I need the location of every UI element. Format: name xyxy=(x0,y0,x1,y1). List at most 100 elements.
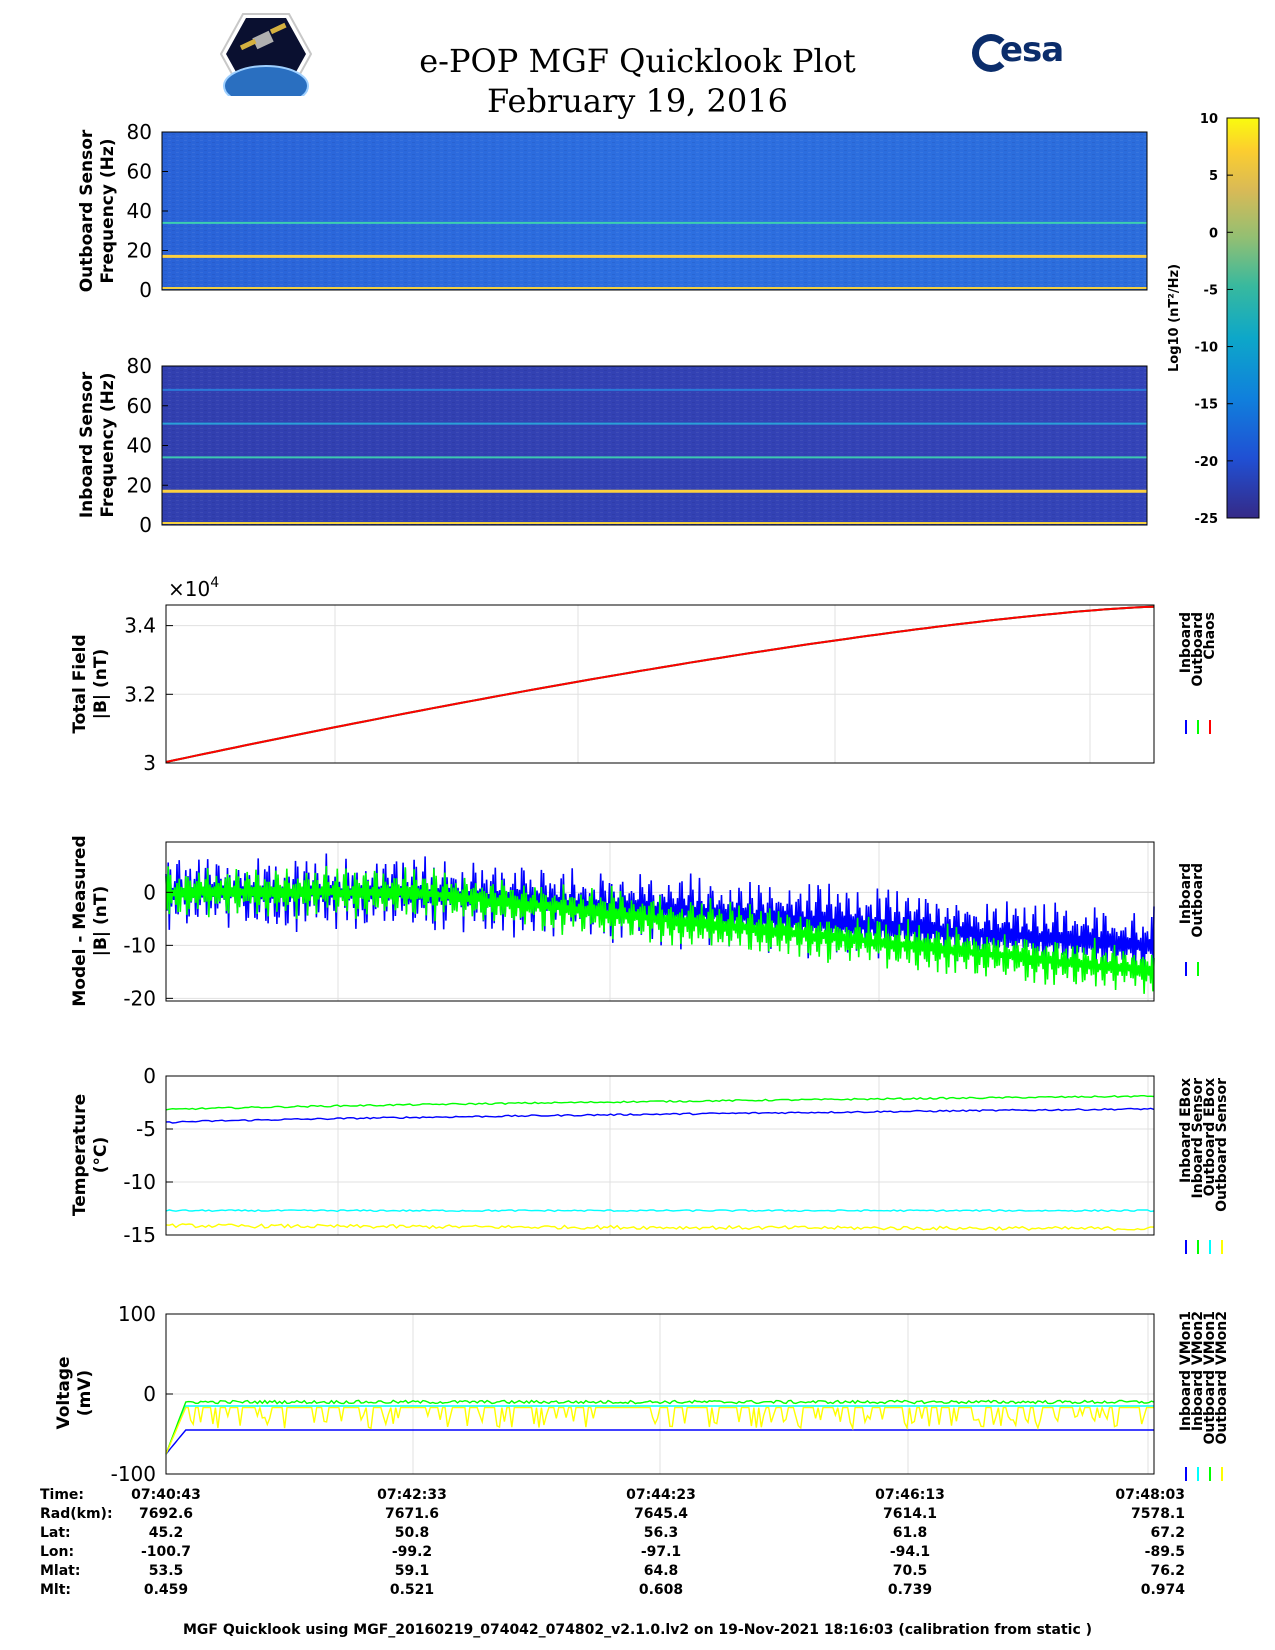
orbit-cell: -100.7 xyxy=(141,1544,191,1560)
series-line-inboard-ebox xyxy=(165,1107,1155,1124)
colorbar-label: Log10 (nT²/Hz) xyxy=(1167,264,1182,372)
colorbar-tick-label: 5 xyxy=(1209,169,1218,184)
colorbar-tick-label: -5 xyxy=(1204,283,1218,298)
colorbar-tick-label: -20 xyxy=(1195,455,1219,470)
legend-label: Chaos xyxy=(1202,612,1218,660)
colorbar-tick-label: 10 xyxy=(1200,112,1218,127)
orbit-cell: -97.1 xyxy=(641,1544,681,1560)
legend-label: Inboard VMon1 xyxy=(1178,1311,1194,1431)
orbit-cell: 70.5 xyxy=(893,1563,928,1579)
outboard-spectrogram-ylabel-1: Outboard Sensor xyxy=(77,129,97,292)
orbit-cell: 07:42:33 xyxy=(377,1487,447,1503)
legend-label: Outboard Sensor xyxy=(1214,1078,1230,1212)
ytick-label: 3.2 xyxy=(124,682,156,706)
colorbar-tick-label: -25 xyxy=(1195,512,1219,527)
legend-label: Inboard EBox xyxy=(1178,1078,1194,1183)
ytick-label: 3 xyxy=(143,751,156,775)
orbit-cell: 64.8 xyxy=(644,1563,679,1579)
model-measured-ylabel-1: Model - Measured xyxy=(70,835,90,1006)
orbit-row-label: Lat: xyxy=(40,1525,71,1541)
ytick-label: 40 xyxy=(127,434,152,458)
colorbar-tick-label: 0 xyxy=(1209,226,1218,241)
ytick-label: -100 xyxy=(111,1462,156,1486)
series-line-outboard-ebox xyxy=(165,1209,1155,1213)
temperature-ylabel-1: Temperature xyxy=(70,1094,90,1216)
orbit-cell: 07:46:13 xyxy=(875,1487,945,1503)
ytick-label: -5 xyxy=(136,1117,156,1141)
ytick-label: 40 xyxy=(127,199,152,223)
orbit-row-label: Lon: xyxy=(40,1544,74,1560)
esa-logo-icon xyxy=(972,34,1010,72)
title-line-2: February 19, 2016 xyxy=(487,82,788,120)
ytick-label: -20 xyxy=(123,986,156,1010)
legend-label: Inboard xyxy=(1178,863,1194,924)
ytick-label: 0 xyxy=(143,1382,156,1406)
orbit-cell: 7692.6 xyxy=(139,1506,193,1522)
voltage-ylabel-1: Voltage xyxy=(54,1356,74,1429)
voltage-ylabel-2: (mV) xyxy=(75,1370,95,1416)
orbit-table: Time: Rad(km): Lat: Lon: Mlat: Mlt: 07:40:43 76… xyxy=(40,1487,1185,1598)
ytick-label: 0 xyxy=(143,1064,156,1088)
orbit-cell: 7645.4 xyxy=(634,1506,688,1522)
orbit-cell: 07:48:03 xyxy=(1115,1487,1185,1503)
series-line-chaos xyxy=(165,605,1155,763)
series-line-outboard xyxy=(165,865,1155,994)
orbit-cell: 45.2 xyxy=(149,1525,184,1541)
voltage-panel: -100 0 100 Voltage (mV) Inboard VMon1Inboa… xyxy=(54,1302,1230,1486)
orbit-cell: 0.739 xyxy=(888,1582,932,1598)
ytick-label: 60 xyxy=(127,394,152,418)
footer-caption: MGF Quicklook using MGF_20160219_074042_… xyxy=(182,1622,1093,1638)
total-field-ylabel-2: |B| (nT) xyxy=(91,649,111,720)
cassiope-logo xyxy=(219,12,313,107)
psd-colorbar: 10 5 0 -5 -10 -15 -20 -25 Log10 (nT²/Hz) xyxy=(1167,112,1260,527)
ytick-label: 3.4 xyxy=(124,614,156,638)
outboard-spectrogram-panel: 0 20 40 60 80 Outboard Sensor Frequency (Hz) xyxy=(77,120,1148,302)
series-line-inboard-sensor xyxy=(165,1094,1155,1111)
series-line-outboard-vmon2 xyxy=(165,1404,1154,1455)
legend-label: Outboard VMon1 xyxy=(1202,1311,1218,1445)
inboard-spectrogram-ylabel-1: Inboard Sensor xyxy=(77,371,97,518)
model-minus-measured-panel: -20 -10 0 Model - Measured |B| (nT) Inboar… xyxy=(70,835,1206,1010)
legend-label: Inboard xyxy=(1178,612,1194,673)
ytick-label: 0 xyxy=(143,880,156,904)
temperature-ylabel-2: (°C) xyxy=(91,1137,111,1174)
inboard-spectrogram-ylabel-2: Frequency (Hz) xyxy=(98,372,118,517)
legend-label: Outboard VMon2 xyxy=(1214,1311,1230,1445)
orbit-cell: 7578.1 xyxy=(1131,1506,1185,1522)
legend-label: Inboard Sensor xyxy=(1190,1078,1206,1199)
orbit-cell: 61.8 xyxy=(893,1525,928,1541)
ytick-label: -15 xyxy=(123,1223,156,1247)
orbit-cell: 59.1 xyxy=(395,1563,430,1579)
orbit-cell: 0.521 xyxy=(390,1582,434,1598)
total-field-panel: 3 3.2 3.4 ×104 Total Field |B| (nT) Inboar… xyxy=(70,575,1218,775)
ytick-label: 60 xyxy=(127,160,152,184)
orbit-cell: 50.8 xyxy=(395,1525,430,1541)
orbit-cell: -94.1 xyxy=(890,1544,930,1560)
ytick-label: 20 xyxy=(127,239,152,263)
orbit-cell: 7614.1 xyxy=(883,1506,937,1522)
ytick-label: -10 xyxy=(123,933,156,957)
orbit-cell: 76.2 xyxy=(1150,1563,1185,1579)
orbit-cell: 07:44:23 xyxy=(626,1487,696,1503)
legend-label: Outboard EBox xyxy=(1202,1078,1218,1196)
orbit-cell: 0.608 xyxy=(639,1582,683,1598)
title-line-1: e-POP MGF Quicklook Plot xyxy=(419,42,856,80)
orbit-row-label: Time: xyxy=(40,1487,84,1503)
series-line-outboard-sensor xyxy=(165,1223,1155,1232)
ytick-label: 20 xyxy=(127,473,152,497)
orbit-cell: 56.3 xyxy=(644,1525,679,1541)
series-line-inboard xyxy=(165,853,1155,981)
orbit-cell: 0.974 xyxy=(1141,1582,1186,1598)
orbit-cell: -99.2 xyxy=(392,1544,432,1560)
total-field-multiplier: ×104 xyxy=(168,575,219,601)
orbit-cell: 7671.6 xyxy=(385,1506,439,1522)
colorbar-tick-label: -10 xyxy=(1195,341,1219,356)
legend-label: Inboard VMon2 xyxy=(1190,1311,1206,1431)
model-measured-ylabel-2: |B| (nT) xyxy=(91,886,111,957)
esa-logo: esa xyxy=(1000,30,1064,70)
temperature-panel: -15 -10 -5 0 Temperature (°C) Inboard EBoxI… xyxy=(70,1064,1230,1254)
orbit-cell: 07:40:43 xyxy=(131,1487,201,1503)
colorbar-tick-label: -15 xyxy=(1195,398,1219,413)
outboard-spectrogram-ylabel-2: Frequency (Hz) xyxy=(98,138,118,283)
inboard-spectrogram-panel: 0 20 40 60 80 Inboard Sensor Frequency (Hz) xyxy=(77,354,1148,537)
